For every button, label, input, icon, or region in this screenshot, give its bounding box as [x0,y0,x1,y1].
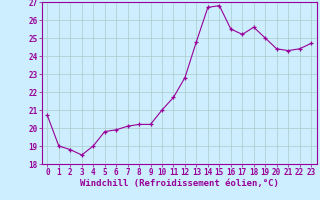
X-axis label: Windchill (Refroidissement éolien,°C): Windchill (Refroidissement éolien,°C) [80,179,279,188]
